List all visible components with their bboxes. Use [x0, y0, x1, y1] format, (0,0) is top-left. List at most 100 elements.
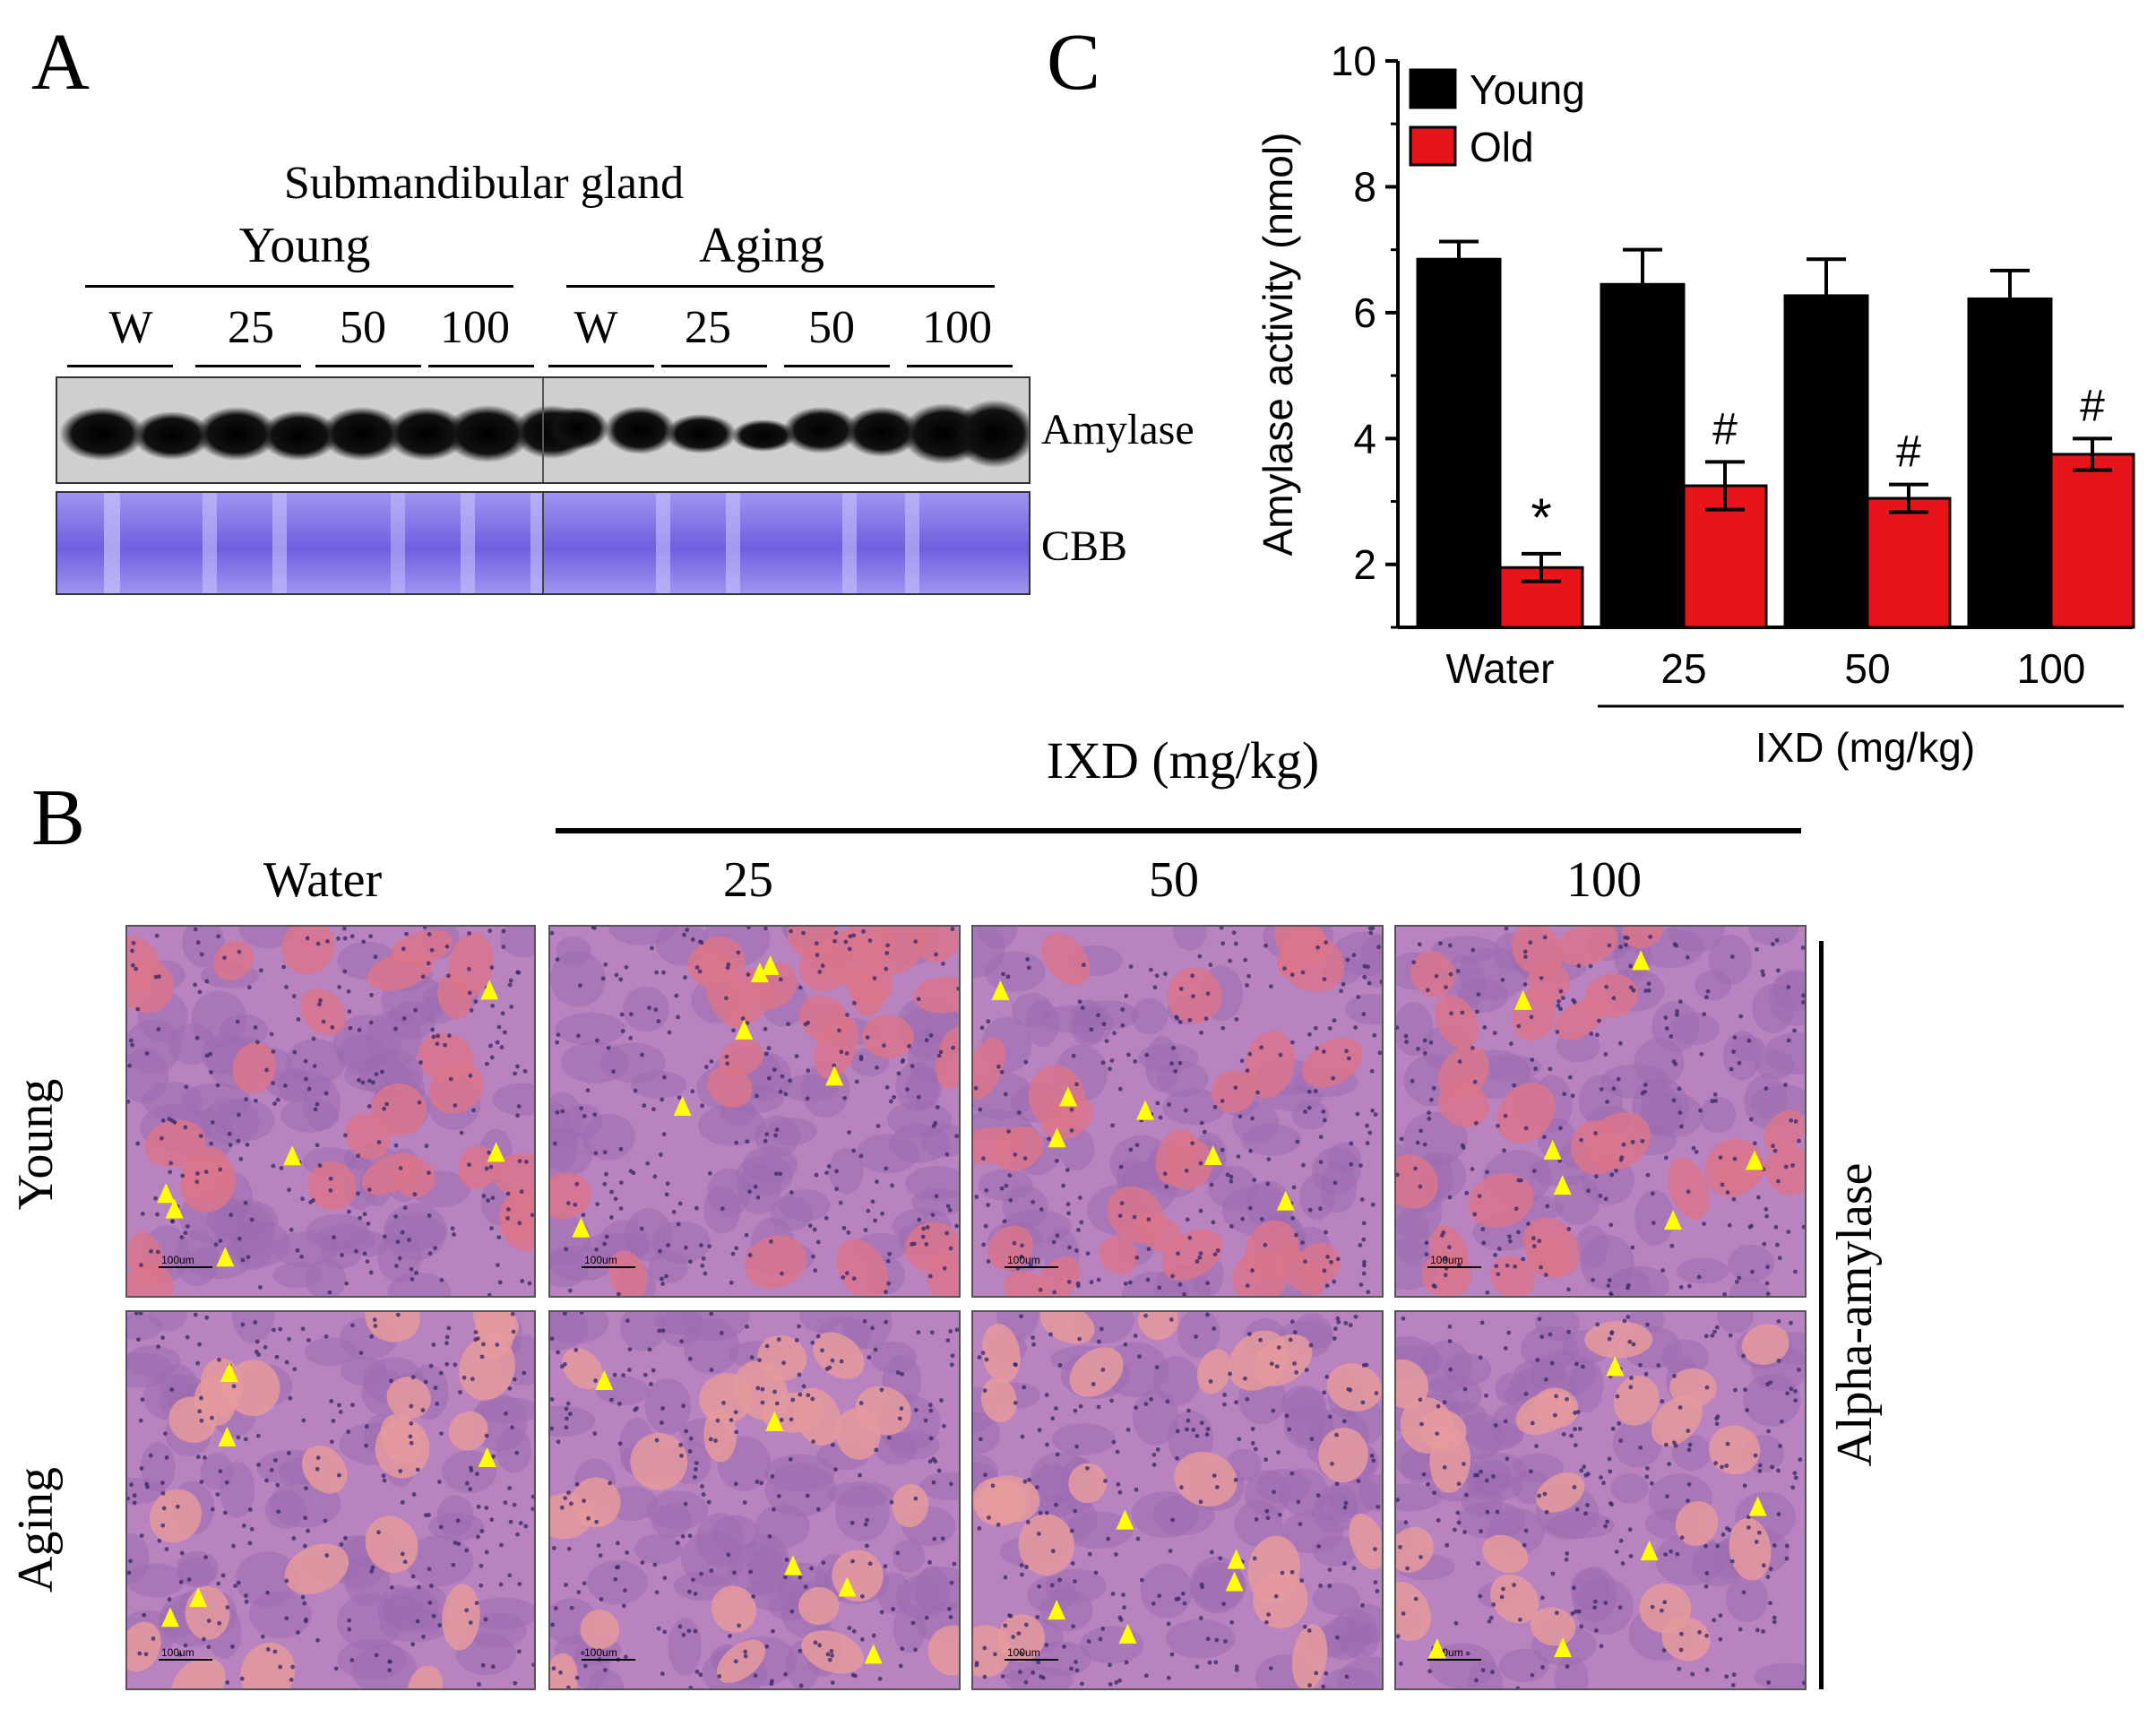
nucleus	[356, 1191, 360, 1196]
nucleus	[747, 1189, 752, 1195]
nucleus	[565, 1416, 569, 1421]
nucleus	[734, 1429, 739, 1435]
bar-young-0	[1416, 257, 1502, 629]
acinus	[651, 1504, 692, 1538]
nucleus	[1128, 964, 1134, 969]
nucleus	[370, 1565, 375, 1570]
acinus	[1730, 1035, 1765, 1061]
nucleus	[1307, 1628, 1312, 1633]
nucleus	[567, 1288, 573, 1293]
nucleus	[1713, 1461, 1718, 1466]
nucleus	[550, 1622, 556, 1627]
acinus	[1729, 1278, 1770, 1296]
acinus	[1695, 970, 1731, 1001]
nucleus	[1071, 1624, 1075, 1629]
nucleus	[1615, 1394, 1620, 1399]
granular-duct	[281, 927, 335, 975]
nucleus	[755, 1386, 761, 1391]
nucleus	[1561, 1432, 1566, 1437]
nucleus	[389, 1378, 393, 1384]
nucleus	[1035, 1614, 1040, 1619]
acinus	[634, 1533, 683, 1565]
nucleus	[654, 970, 660, 975]
acinus	[436, 1495, 474, 1537]
acinus	[191, 990, 246, 1048]
nucleus	[1686, 1498, 1690, 1504]
nucleus	[295, 1247, 300, 1253]
nucleus	[618, 977, 624, 982]
nucleus	[308, 1200, 313, 1204]
nucleus	[766, 1075, 772, 1081]
nucleus	[431, 1613, 436, 1619]
nucleus	[1679, 1631, 1684, 1636]
nucleus	[1301, 1162, 1306, 1168]
nucleus	[1556, 1003, 1561, 1008]
nucleus	[476, 1504, 481, 1509]
nucleus	[1464, 1190, 1470, 1196]
nucleus	[1774, 937, 1780, 943]
nucleus	[974, 1195, 979, 1199]
nucleus	[1797, 1367, 1801, 1372]
nucleus	[136, 1337, 141, 1342]
nucleus	[1128, 1147, 1134, 1153]
acinus	[1612, 1420, 1662, 1468]
nucleus	[1205, 1636, 1211, 1642]
nucleus	[1190, 973, 1194, 979]
nucleus	[1484, 1478, 1489, 1483]
nucleus	[427, 1213, 432, 1218]
nucleus	[681, 1403, 686, 1409]
nucleus	[1491, 1474, 1496, 1479]
nucleus	[1118, 1617, 1124, 1622]
nucleus	[1334, 1432, 1339, 1437]
nucleus	[167, 1597, 172, 1601]
acinus	[235, 1551, 299, 1608]
nucleus	[694, 1461, 699, 1466]
nucleus	[764, 1343, 770, 1349]
nucleus	[1124, 1660, 1129, 1665]
nucleus	[1746, 1525, 1751, 1530]
nucleus	[1289, 1040, 1295, 1045]
nucleus	[942, 1423, 946, 1429]
nucleus	[660, 1276, 664, 1282]
granular-duct	[1523, 1217, 1580, 1278]
nucleus	[1748, 1117, 1754, 1122]
nucleus	[623, 1588, 627, 1593]
nucleus	[1457, 1059, 1462, 1064]
nucleus	[199, 1395, 203, 1401]
nucleus	[879, 1610, 884, 1615]
nucleus	[1620, 1561, 1626, 1566]
nucleus	[1720, 1532, 1726, 1537]
acinus	[285, 1039, 346, 1084]
nucleus	[574, 1481, 580, 1487]
nucleus	[1594, 1032, 1600, 1038]
nucleus	[642, 1372, 648, 1377]
nucleus	[847, 1626, 852, 1631]
nucleus	[1194, 1334, 1198, 1339]
nucleus	[598, 1553, 603, 1558]
nucleus	[1447, 943, 1453, 948]
nucleus	[740, 1016, 746, 1021]
nucleus	[810, 1340, 815, 1345]
nucleus	[1198, 1161, 1203, 1166]
scale-bar-label: 100um	[161, 1254, 194, 1266]
nucleus	[1775, 1242, 1780, 1247]
nucleus	[1069, 1528, 1074, 1533]
nucleus	[1473, 1120, 1479, 1126]
nucleus	[446, 973, 451, 979]
nucleus	[1155, 1101, 1160, 1106]
nucleus	[1477, 1194, 1482, 1199]
nucleus	[177, 1652, 182, 1657]
nucleus	[954, 1223, 959, 1229]
nucleus	[1325, 1255, 1330, 1259]
nucleus	[209, 1141, 214, 1146]
nucleus	[444, 1341, 449, 1346]
nucleus	[656, 1019, 661, 1023]
nucleus	[1369, 1453, 1375, 1458]
nucleus	[930, 1213, 936, 1218]
acinus	[737, 1164, 782, 1214]
nucleus	[1573, 1427, 1577, 1431]
nucleus	[1593, 1130, 1599, 1135]
nucleus	[1677, 1110, 1683, 1115]
legend-swatch-old	[1409, 125, 1457, 167]
nucleus	[523, 1524, 529, 1529]
